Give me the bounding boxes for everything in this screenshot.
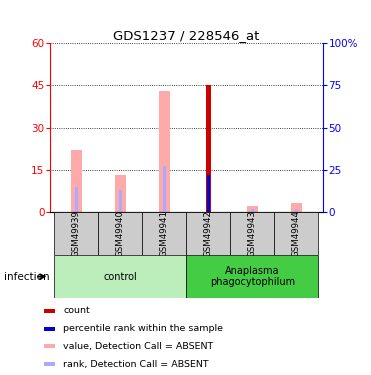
Text: GSM49944: GSM49944 xyxy=(292,210,301,257)
Text: GSM49942: GSM49942 xyxy=(204,210,213,257)
Text: GSM49940: GSM49940 xyxy=(116,210,125,257)
Bar xyxy=(247,206,258,212)
Text: GSM49943: GSM49943 xyxy=(248,210,257,257)
Bar xyxy=(295,209,298,212)
Bar xyxy=(71,150,82,212)
Bar xyxy=(44,345,55,348)
Bar xyxy=(230,212,275,255)
Bar xyxy=(142,212,187,255)
Text: percentile rank within the sample: percentile rank within the sample xyxy=(63,324,223,333)
Bar xyxy=(119,190,122,212)
Bar xyxy=(187,255,318,298)
Bar xyxy=(275,212,318,255)
Bar xyxy=(55,212,98,255)
Text: GSM49939: GSM49939 xyxy=(72,210,81,257)
Bar xyxy=(75,187,78,212)
Bar xyxy=(207,175,210,212)
Bar xyxy=(159,91,170,212)
Bar xyxy=(55,255,187,298)
Bar xyxy=(44,327,55,330)
Bar xyxy=(187,212,230,255)
Bar xyxy=(44,362,55,366)
Bar xyxy=(162,166,166,212)
Text: GSM49941: GSM49941 xyxy=(160,210,169,257)
Bar xyxy=(115,176,126,212)
Text: Anaplasma
phagocytophilum: Anaplasma phagocytophilum xyxy=(210,266,295,287)
Text: control: control xyxy=(104,272,137,282)
Text: value, Detection Call = ABSENT: value, Detection Call = ABSENT xyxy=(63,342,214,351)
Bar xyxy=(206,86,211,212)
Bar xyxy=(98,212,142,255)
Bar xyxy=(291,203,302,212)
Bar xyxy=(44,309,55,313)
Text: infection: infection xyxy=(4,272,49,282)
Text: rank, Detection Call = ABSENT: rank, Detection Call = ABSENT xyxy=(63,360,209,369)
Bar xyxy=(251,209,254,212)
Title: GDS1237 / 228546_at: GDS1237 / 228546_at xyxy=(113,29,260,42)
Text: count: count xyxy=(63,306,90,315)
